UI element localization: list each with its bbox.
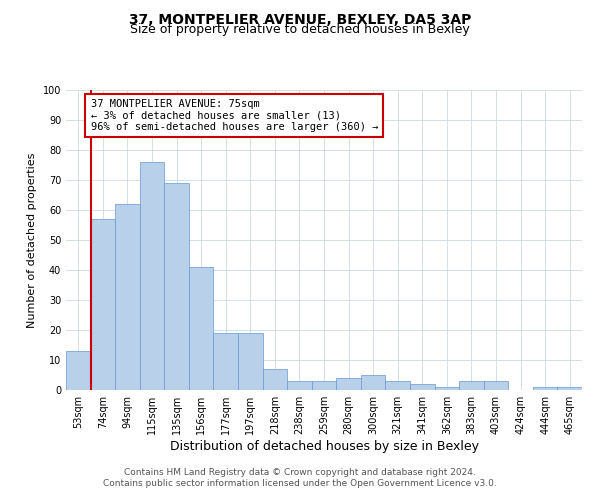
Bar: [115, 204, 140, 390]
Bar: [459, 381, 484, 390]
Text: Contains HM Land Registry data © Crown copyright and database right 2024.
Contai: Contains HM Land Registry data © Crown c…: [103, 468, 497, 487]
Bar: [189, 267, 214, 390]
Bar: [164, 183, 189, 390]
Bar: [91, 219, 115, 390]
Bar: [238, 333, 263, 390]
Y-axis label: Number of detached properties: Number of detached properties: [27, 152, 37, 328]
Text: 37, MONTPELIER AVENUE, BEXLEY, DA5 3AP: 37, MONTPELIER AVENUE, BEXLEY, DA5 3AP: [129, 12, 471, 26]
Bar: [410, 384, 434, 390]
Text: 37 MONTPELIER AVENUE: 75sqm
← 3% of detached houses are smaller (13)
96% of semi: 37 MONTPELIER AVENUE: 75sqm ← 3% of deta…: [91, 99, 378, 132]
Bar: [533, 387, 557, 390]
Bar: [66, 351, 91, 390]
Bar: [484, 381, 508, 390]
Bar: [214, 333, 238, 390]
Text: Size of property relative to detached houses in Bexley: Size of property relative to detached ho…: [130, 22, 470, 36]
Bar: [434, 387, 459, 390]
Bar: [140, 162, 164, 390]
Bar: [557, 387, 582, 390]
Bar: [287, 381, 312, 390]
Bar: [336, 378, 361, 390]
X-axis label: Distribution of detached houses by size in Bexley: Distribution of detached houses by size …: [170, 440, 479, 453]
Bar: [263, 369, 287, 390]
Bar: [361, 375, 385, 390]
Bar: [385, 381, 410, 390]
Bar: [312, 381, 336, 390]
